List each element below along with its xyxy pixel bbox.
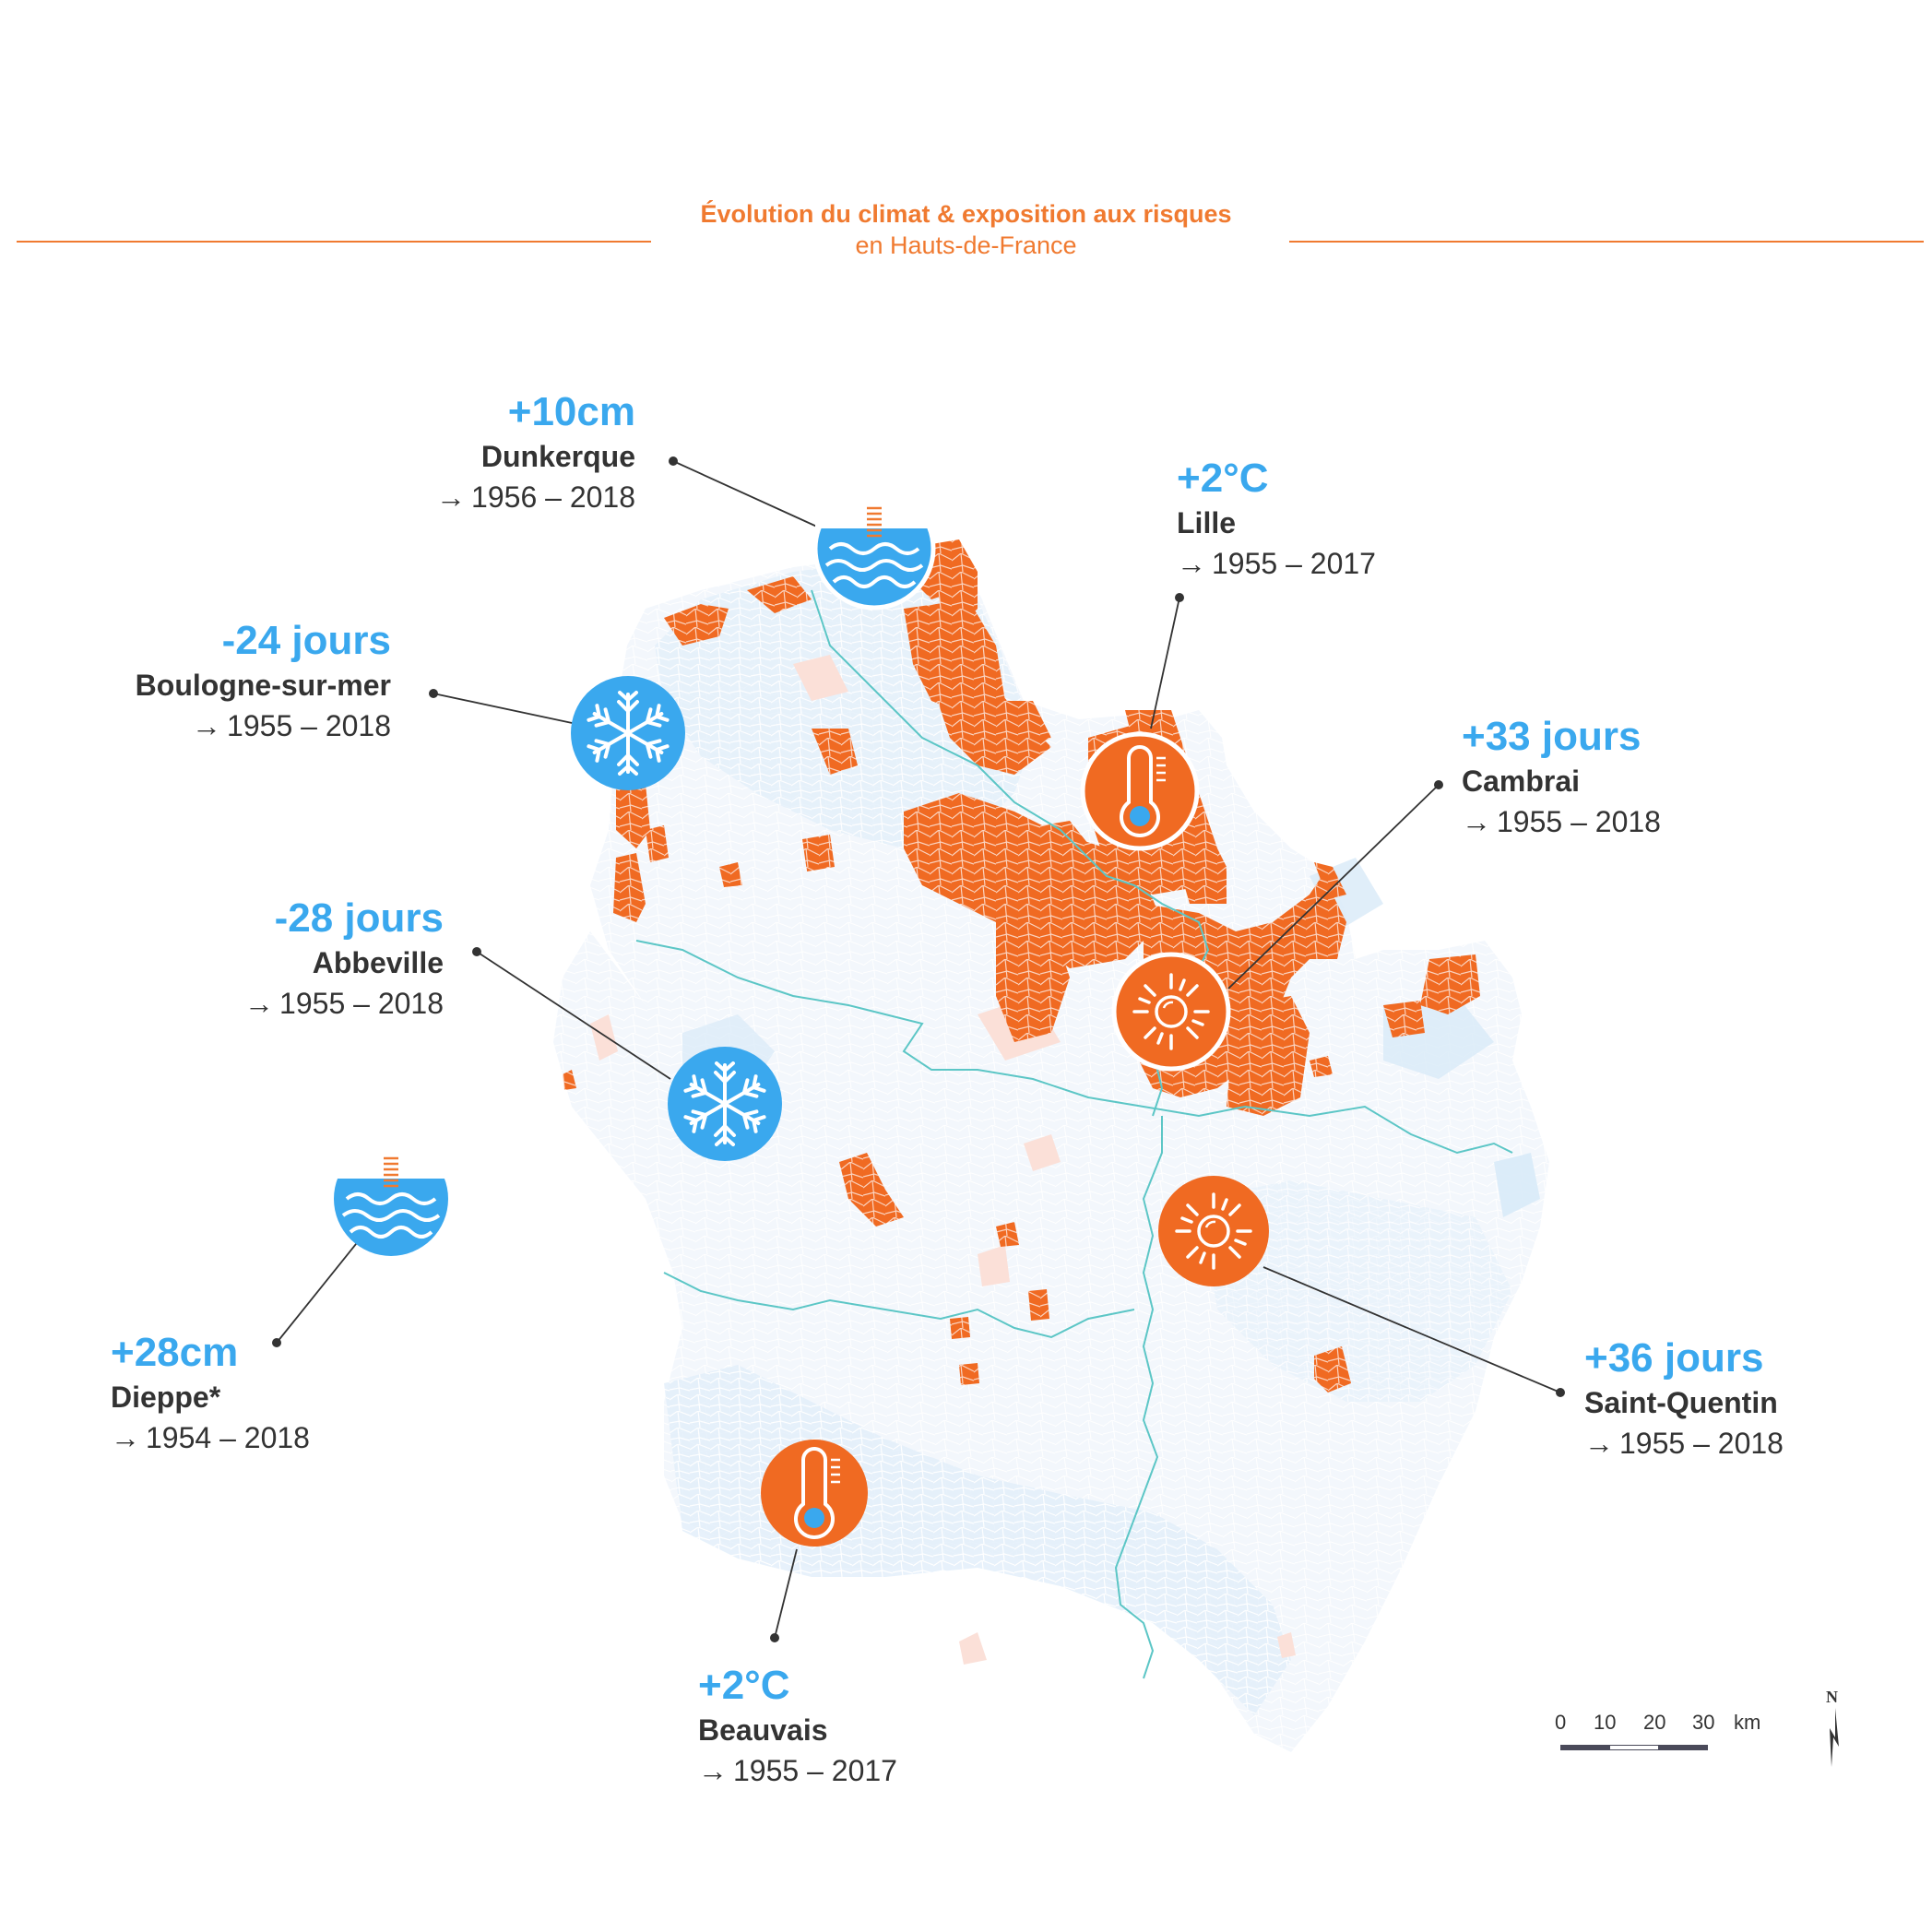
value-abbeville: -28 jours — [274, 895, 444, 941]
north-arrow-icon — [1830, 1708, 1839, 1767]
value-saint-quentin: +36 jours — [1584, 1335, 1764, 1381]
period-saint-quentin: → 1955 – 2018 — [1584, 1427, 1784, 1460]
scale-tick-20: 20 — [1643, 1711, 1666, 1734]
city-dieppe: Dieppe* — [111, 1381, 221, 1414]
arrow-icon: → — [1462, 805, 1491, 838]
label-abbeville: -28 jours Abbeville → 1955 – 2018 — [244, 895, 444, 1020]
label-dunkerque: +10cm Dunkerque → 1956 – 2018 — [436, 389, 635, 514]
period-lille: → 1955 – 2017 — [1177, 547, 1376, 580]
arrow-icon: → — [111, 1421, 140, 1454]
city-cambrai: Cambrai — [1462, 765, 1581, 798]
sun-icon — [1158, 1176, 1269, 1286]
value-beauvais: +2°C — [698, 1663, 790, 1708]
header-rule-right — [1289, 241, 1924, 243]
period-dieppe: → 1954 – 2018 — [111, 1421, 310, 1454]
arrow-icon: → — [192, 709, 222, 742]
period-beauvais: → 1955 – 2017 — [698, 1754, 897, 1787]
scale-tick-0: 0 — [1555, 1711, 1567, 1734]
period-abbeville: → 1955 – 2018 — [244, 987, 444, 1020]
sea-level-icon — [332, 1138, 450, 1256]
value-cambrai: +33 jours — [1462, 714, 1642, 759]
scale-unit: km — [1734, 1711, 1761, 1734]
sea-level-icon — [812, 484, 936, 610]
value-lille: +2°C — [1177, 456, 1269, 501]
label-beauvais: +2°C Beauvais → 1955 – 2017 — [698, 1663, 897, 1787]
period-boulogne: → 1955 – 2018 — [192, 709, 391, 742]
arrow-icon: → — [1584, 1427, 1614, 1460]
scale-tick-10: 10 — [1594, 1711, 1617, 1734]
leader-dots — [272, 456, 1565, 1642]
arrow-icon: → — [698, 1754, 728, 1787]
label-cambrai: +33 jours Cambrai → 1955 – 2018 — [1462, 714, 1661, 838]
city-saint-quentin: Saint-Quentin — [1584, 1386, 1778, 1419]
period-cambrai: → 1955 – 2018 — [1462, 805, 1661, 838]
sun-icon — [1111, 952, 1231, 1072]
value-boulogne: -24 jours — [221, 618, 391, 663]
map-subtitle: en Hauts-de-France — [855, 231, 1077, 259]
value-dieppe: +28cm — [111, 1330, 239, 1375]
snowflake-icon — [571, 676, 685, 790]
header-rule-left — [17, 241, 651, 243]
value-dunkerque: +10cm — [507, 389, 635, 434]
city-beauvais: Beauvais — [698, 1713, 828, 1747]
thermometer-icon — [761, 1440, 868, 1547]
city-boulogne: Boulogne-sur-mer — [135, 669, 391, 702]
period-dunkerque: → 1956 – 2018 — [436, 480, 635, 514]
label-boulogne: -24 jours Boulogne-sur-mer → 1955 – 2018 — [136, 621, 391, 741]
label-lille: +2°C Lille → 1955 – 2017 — [1177, 456, 1376, 580]
scale-tick-30: 30 — [1692, 1711, 1715, 1734]
arrow-icon: → — [244, 987, 275, 1020]
snowflake-icon — [668, 1047, 782, 1161]
label-saint-quentin: +36 jours Saint-Quentin → 1955 – 2018 — [1584, 1335, 1784, 1460]
north-label: N — [1826, 1688, 1838, 1706]
map-title: Évolution du climat & exposition aux ris… — [700, 200, 1232, 228]
arrow-icon: → — [1177, 547, 1206, 580]
label-dieppe: +28cm Dieppe* → 1954 – 2018 — [111, 1330, 310, 1454]
thermometer-icon — [1080, 731, 1200, 851]
scale-bar — [1560, 1745, 1708, 1750]
map-header: Évolution du climat & exposition aux ris… — [0, 198, 1932, 261]
city-abbeville: Abbeville — [312, 946, 444, 979]
leader-lines — [276, 460, 1561, 1639]
city-lille: Lille — [1177, 506, 1237, 539]
arrow-icon: → — [436, 480, 467, 514]
city-dunkerque: Dunkerque — [480, 440, 635, 473]
